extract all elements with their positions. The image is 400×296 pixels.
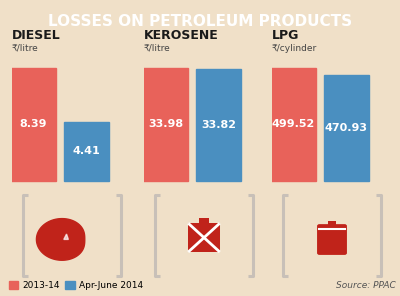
Polygon shape — [64, 234, 68, 239]
Bar — [11, 68, 56, 181]
Bar — [143, 68, 188, 181]
Text: 33.82: 33.82 — [201, 120, 236, 130]
Text: ₹/litre: ₹/litre — [144, 44, 171, 53]
Text: DIESEL: DIESEL — [12, 28, 61, 41]
Bar — [324, 75, 369, 181]
Bar — [196, 69, 241, 181]
Text: KEROSENE: KEROSENE — [144, 28, 219, 41]
FancyBboxPatch shape — [317, 224, 347, 255]
Text: 33.98: 33.98 — [148, 120, 183, 129]
Text: LOSSES ON PETROLEUM PRODUCTS: LOSSES ON PETROLEUM PRODUCTS — [48, 14, 352, 29]
Bar — [271, 68, 316, 181]
Text: 470.93: 470.93 — [325, 123, 368, 133]
Text: 4.41: 4.41 — [72, 146, 100, 156]
Bar — [64, 122, 109, 181]
Legend: 2013-14, Apr-June 2014: 2013-14, Apr-June 2014 — [8, 281, 143, 290]
Polygon shape — [36, 219, 85, 260]
Bar — [199, 218, 209, 223]
Text: ₹/litre: ₹/litre — [12, 44, 39, 53]
Text: LPG: LPG — [272, 28, 299, 41]
Text: ₹/cylinder: ₹/cylinder — [272, 44, 317, 53]
Text: Source: PPAC: Source: PPAC — [336, 281, 396, 290]
Bar — [188, 223, 220, 252]
Bar — [328, 221, 336, 227]
Text: 8.39: 8.39 — [20, 120, 47, 129]
Text: 499.52: 499.52 — [272, 120, 315, 129]
